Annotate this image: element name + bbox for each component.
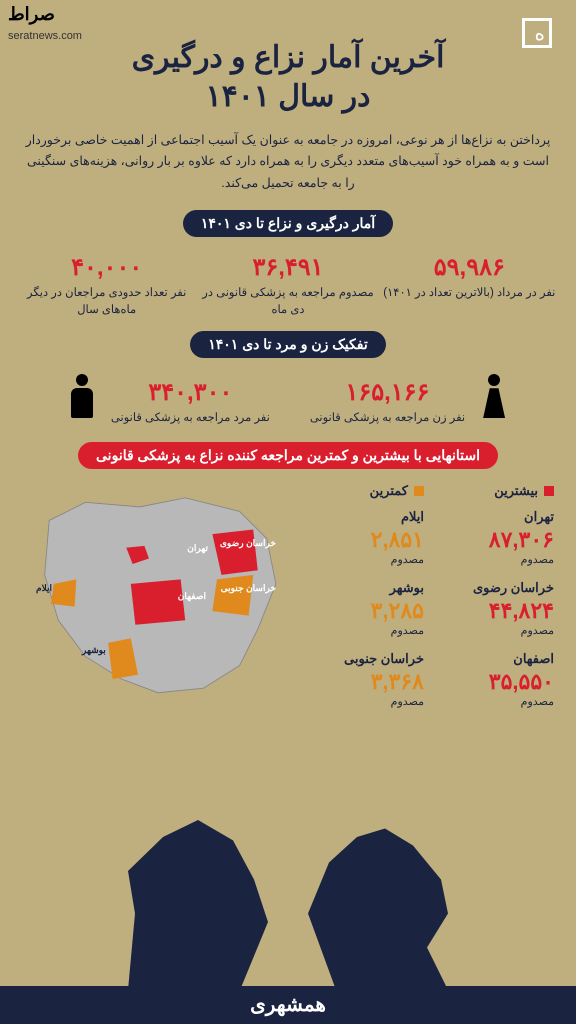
least-column: کمترین ایلام ۲,۸۵۱ مصدوم بوشهر ۳,۲۸۵ مصد… bbox=[304, 483, 424, 722]
province-unit: مصدوم bbox=[434, 553, 554, 566]
province-number: ۲,۸۵۱ bbox=[304, 527, 424, 553]
province-number: ۳,۲۸۵ bbox=[304, 598, 424, 624]
province-unit: مصدوم bbox=[304, 695, 424, 708]
map-label: اصفهان bbox=[178, 591, 206, 602]
most-label: بیشترین bbox=[494, 483, 538, 499]
most-header: بیشترین bbox=[434, 483, 554, 499]
stats-row: ۵۹,۹۸۶ نفر در مرداد (بالاترین تعداد در ۱… bbox=[0, 241, 576, 328]
female-label: نفر زن مراجعه به پزشکی قانونی bbox=[310, 410, 465, 427]
stat-number: ۳۶,۴۹۱ bbox=[197, 253, 378, 282]
red-square-icon bbox=[544, 486, 554, 496]
province-name: ایلام bbox=[304, 509, 424, 525]
stat-number: ۵۹,۹۸۶ bbox=[379, 253, 560, 282]
stat-label: نفر در مرداد (بالاترین تعداد در ۱۴۰۱) bbox=[379, 285, 560, 302]
province-number: ۴۴,۸۲۴ bbox=[434, 598, 554, 624]
province-number: ۳,۳۶۸ bbox=[304, 669, 424, 695]
intro-paragraph: پرداختن به نزاع‌ها از هر نوعی، امروزه در… bbox=[0, 116, 576, 206]
province-item: ایلام ۲,۸۵۱ مصدوم bbox=[304, 509, 424, 566]
map-label: خراسان رضوی bbox=[220, 538, 276, 549]
province-name: اصفهان bbox=[434, 651, 554, 667]
map-khorasan-jonubi bbox=[212, 575, 253, 616]
map-label: تهران bbox=[187, 543, 208, 554]
male-number: ۳۴۰,۳۰۰ bbox=[111, 378, 270, 407]
main-title: آخرین آمار نزاع و درگیری در سال ۱۴۰۱ bbox=[0, 0, 576, 116]
iran-map: تهران خراسان رضوی خراسان جنوبی اصفهان ای… bbox=[22, 483, 294, 722]
province-number: ۳۵,۵۵۰ bbox=[434, 669, 554, 695]
title-line2: در سال ۱۴۰۱ bbox=[205, 80, 370, 113]
provinces-section: بیشترین تهران ۸۷,۳۰۶ مصدوم خراسان رضوی ۴… bbox=[0, 473, 576, 722]
province-item: بوشهر ۳,۲۸۵ مصدوم bbox=[304, 580, 424, 637]
fight-illustration bbox=[0, 800, 576, 990]
title-line1: آخرین آمار نزاع و درگیری bbox=[132, 41, 445, 74]
province-item: خراسان جنوبی ۳,۳۶۸ مصدوم bbox=[304, 651, 424, 708]
least-label: کمترین bbox=[370, 483, 408, 499]
section-banner-stats: آمار درگیری و نزاع تا دی ۱۴۰۱ bbox=[183, 210, 393, 237]
stat-label: نفر تعداد حدودی مراجعان در دیگر ماه‌های … bbox=[16, 285, 197, 320]
province-name: خراسان جنوبی bbox=[304, 651, 424, 667]
gender-row: ۱۶۵,۱۶۶ نفر زن مراجعه به پزشکی قانونی ۳۴… bbox=[0, 362, 576, 438]
watermark-logo: صراط bbox=[8, 4, 55, 25]
watermark-url: seratnews.com bbox=[8, 30, 82, 42]
stat-label: مصدوم مراجعه به پزشکی قانونی در دی ماه bbox=[197, 285, 378, 320]
stat-cell: ۴۰,۰۰۰ نفر تعداد حدودی مراجعان در دیگر م… bbox=[16, 253, 197, 320]
province-unit: مصدوم bbox=[434, 695, 554, 708]
most-column: بیشترین تهران ۸۷,۳۰۶ مصدوم خراسان رضوی ۴… bbox=[434, 483, 554, 722]
female-number: ۱۶۵,۱۶۶ bbox=[310, 378, 465, 407]
province-name: خراسان رضوی bbox=[434, 580, 554, 596]
province-name: بوشهر bbox=[304, 580, 424, 596]
fighter-left bbox=[308, 820, 448, 990]
male-label: نفر مرد مراجعه به پزشکی قانونی bbox=[111, 410, 270, 427]
map-label: ایلام bbox=[36, 583, 52, 594]
stat-number: ۴۰,۰۰۰ bbox=[16, 253, 197, 282]
gender-female: ۱۶۵,۱۶۶ نفر زن مراجعه به پزشکی قانونی bbox=[310, 374, 509, 430]
province-unit: مصدوم bbox=[304, 624, 424, 637]
stat-cell: ۵۹,۹۸۶ نفر در مرداد (بالاترین تعداد در ۱… bbox=[379, 253, 560, 320]
province-name: تهران bbox=[434, 509, 554, 525]
province-item: اصفهان ۳۵,۵۵۰ مصدوم bbox=[434, 651, 554, 708]
female-icon bbox=[479, 374, 509, 430]
province-unit: مصدوم bbox=[434, 624, 554, 637]
footer-brand: همشهری bbox=[0, 986, 576, 1024]
province-unit: مصدوم bbox=[304, 553, 424, 566]
map-label: بوشهر bbox=[82, 645, 106, 656]
least-header: کمترین bbox=[304, 483, 424, 499]
section-banner-gender: تفکیک زن و مرد تا دی ۱۴۰۱ bbox=[190, 331, 386, 358]
map-label: خراسان جنوبی bbox=[221, 583, 276, 594]
male-icon bbox=[67, 374, 97, 430]
map-isfahan bbox=[131, 580, 185, 625]
gender-male: ۳۴۰,۳۰۰ نفر مرد مراجعه به پزشکی قانونی bbox=[67, 374, 270, 430]
fighter-right bbox=[128, 820, 268, 990]
province-number: ۸۷,۳۰۶ bbox=[434, 527, 554, 553]
section-banner-provinces: استانهایی با بیشترین و کمترین مراجعه کنن… bbox=[78, 442, 498, 469]
orange-square-icon bbox=[414, 486, 424, 496]
stat-cell: ۳۶,۴۹۱ مصدوم مراجعه به پزشکی قانونی در د… bbox=[197, 253, 378, 320]
province-item: خراسان رضوی ۴۴,۸۲۴ مصدوم bbox=[434, 580, 554, 637]
publisher-icon bbox=[522, 18, 552, 48]
province-item: تهران ۸۷,۳۰۶ مصدوم bbox=[434, 509, 554, 566]
